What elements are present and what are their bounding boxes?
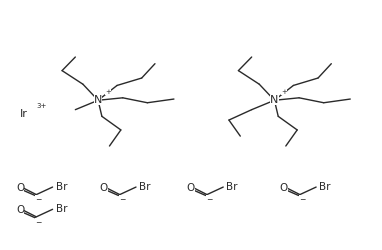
Text: −: − (299, 196, 305, 204)
Text: O: O (16, 183, 24, 193)
Text: +: + (281, 89, 287, 95)
Text: −: − (119, 196, 125, 204)
Text: −: − (36, 218, 42, 227)
Text: 3+: 3+ (37, 104, 47, 110)
Text: +: + (105, 89, 111, 95)
Text: O: O (280, 183, 288, 193)
Text: Br: Br (319, 182, 331, 192)
Text: Ir: Ir (19, 109, 28, 119)
Text: −: − (206, 196, 212, 204)
Text: O: O (100, 183, 108, 193)
Text: Br: Br (56, 204, 67, 214)
Text: Br: Br (56, 182, 67, 192)
Text: N: N (94, 95, 102, 105)
Text: −: − (36, 196, 42, 204)
Text: Br: Br (139, 182, 151, 192)
Text: Br: Br (226, 182, 238, 192)
Text: N: N (270, 95, 278, 105)
Text: O: O (16, 205, 24, 215)
Text: O: O (187, 183, 195, 193)
